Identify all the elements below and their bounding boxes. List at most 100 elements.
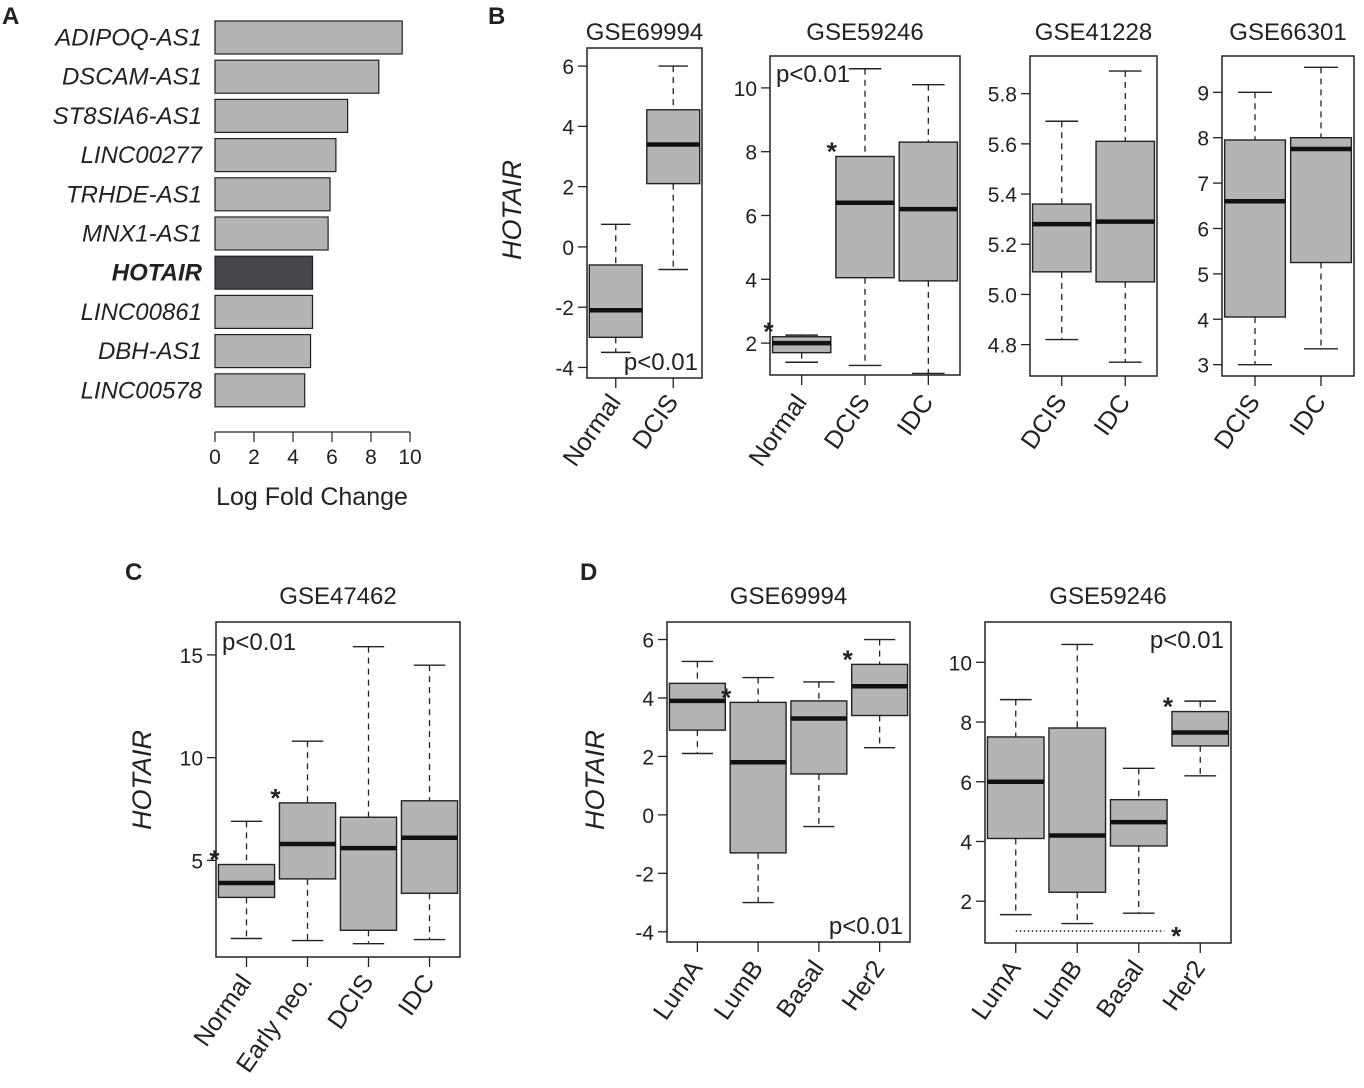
box-early-neo-: [278, 802, 337, 880]
significance-star: *: [209, 845, 220, 875]
y-tick-label: 5.4: [988, 184, 1018, 207]
box-dcis: [1223, 139, 1287, 318]
panel-title: GSE69994: [730, 583, 847, 610]
y-tick-label: 3: [1197, 355, 1209, 378]
y-tick-label: 4: [562, 116, 574, 139]
box-luma: [668, 682, 727, 731]
category-label-lumb: LumB: [709, 955, 769, 1025]
y-tick-label: 4: [960, 831, 972, 854]
x-tick-label: 0: [209, 446, 221, 469]
gene-label-dscam-as1: DSCAM-AS1: [62, 64, 202, 91]
y-tick-label: -4: [555, 357, 574, 380]
y-tick-label: -4: [635, 922, 654, 945]
gene-label-adipoq-as1: ADIPOQ-AS1: [53, 25, 202, 52]
panel-title: GSE41228: [1035, 19, 1152, 46]
category-label-dcis: DCIS: [1209, 389, 1266, 454]
panel-b3-boxplot: GSE41228 4.8 5.0 5.2 5.4 5.6 5.8 DCIS IDC: [988, 19, 1158, 454]
bar-linc00861: [214, 294, 314, 329]
plot-frame: [1221, 55, 1355, 377]
bar-linc00277: [214, 138, 337, 173]
box-lumb: [729, 701, 787, 854]
p-value-label: p<0.01: [829, 913, 903, 940]
y-tick-label: 8: [745, 142, 757, 165]
box-basal: [790, 700, 848, 775]
plot-frame: [586, 47, 703, 379]
panel-b2-boxplot: GSE59246 2 4 6 8 10 Normal DCIS IDC * * p<0.01: [734, 19, 961, 471]
panel-title: GSE59246: [1049, 583, 1166, 610]
bar-hotair: [214, 255, 314, 290]
y-tick-label: 6: [1197, 218, 1209, 241]
significance-star: *: [827, 136, 838, 166]
significance-star: *: [763, 317, 774, 347]
y-tick-label: 15: [180, 645, 203, 668]
bar-st8sia6-as1: [214, 98, 349, 134]
category-label-dcis: DCIS: [322, 969, 379, 1034]
p-value-label: p<0.01: [776, 61, 850, 88]
box-luma: [986, 736, 1045, 840]
panel-letter-b: B: [488, 3, 505, 30]
y-tick-label: 0: [562, 237, 574, 260]
significance-star: *: [843, 644, 854, 674]
p-value-label: p<0.01: [624, 349, 698, 376]
y-axis-title: HOTAIR: [497, 160, 527, 260]
y-tick-label: 5.0: [988, 284, 1017, 307]
plot-frame: [984, 621, 1232, 944]
y-axis-title: HOTAIR: [127, 730, 157, 830]
significance-star: *: [1171, 921, 1182, 951]
category-label-luma: LumA: [648, 955, 709, 1025]
y-tick-label: 0: [642, 805, 654, 828]
y-tick-label: 5.2: [988, 234, 1017, 257]
y-tick-label: 8: [960, 712, 972, 735]
y-tick-label: 10: [949, 652, 972, 675]
box-idc: [1289, 137, 1353, 264]
bar-adipoq-as1: [214, 20, 403, 55]
y-tick-label: 6: [642, 630, 654, 653]
box-dcis: [339, 816, 398, 931]
category-label-idc: IDC: [1284, 389, 1332, 440]
panel-title: GSE69994: [586, 19, 703, 46]
y-tick-label: 6: [960, 772, 972, 795]
y-tick-label: 4: [642, 688, 654, 711]
panel-title: GSE66301: [1229, 19, 1346, 46]
x-tick-label: 8: [365, 446, 377, 469]
category-label-lumb: LumB: [1028, 955, 1088, 1025]
box-her2: [850, 663, 909, 717]
category-label-dcis: DCIS: [1015, 389, 1072, 454]
y-tick-label: 2: [745, 333, 757, 356]
y-tick-label: 4: [745, 269, 757, 292]
x-tick-label: 10: [398, 446, 421, 469]
y-tick-label: 6: [562, 56, 574, 79]
plot-frame: [666, 621, 911, 943]
gene-label-st8sia6-as1: ST8SIA6-AS1: [53, 103, 202, 130]
plot-frame: [1029, 55, 1158, 377]
box-her2: [1171, 710, 1230, 747]
box-dcis: [835, 155, 895, 279]
category-label-her2: Her2: [1157, 955, 1211, 1015]
p-value-label: p<0.01: [1150, 627, 1224, 654]
panel-letter-c: C: [125, 559, 142, 586]
box-dcis: [646, 109, 701, 185]
gene-label-trhde-as1: TRHDE-AS1: [66, 181, 202, 208]
category-label-basal: Basal: [1091, 955, 1150, 1022]
y-tick-label: 9: [1197, 82, 1209, 105]
panel-b1-boxplot: GSE69994 HOTAIR -4 -2 0 2 4 6 Normal DCIS p<0.01: [497, 19, 703, 471]
panel-d2-boxplot: GSE59246 2 4 6 8 10 LumA LumB Basal Her2 * * p<0.01: [949, 583, 1232, 1025]
category-label-idc: IDC: [1089, 389, 1137, 440]
x-tick-label: 6: [326, 446, 338, 469]
bar-mnx1-as1: [214, 216, 329, 251]
x-axis-title: Log Fold Change: [216, 483, 408, 511]
category-label-luma: LumA: [966, 955, 1027, 1025]
gene-label-mnx1-as1: MNX1-AS1: [82, 221, 202, 248]
x-tick-label: 2: [248, 446, 260, 469]
gene-label-hotair: HOTAIR: [112, 260, 203, 287]
category-label-dcis: DCIS: [819, 389, 876, 454]
y-tick-label: 4: [1197, 309, 1209, 332]
box-lumb: [1048, 727, 1107, 893]
significance-star: *: [721, 682, 732, 712]
significance-star: *: [270, 783, 281, 813]
y-tick-label: 2: [642, 746, 654, 769]
panel-letter-a: A: [2, 3, 19, 30]
category-label-idc: IDC: [892, 389, 940, 440]
